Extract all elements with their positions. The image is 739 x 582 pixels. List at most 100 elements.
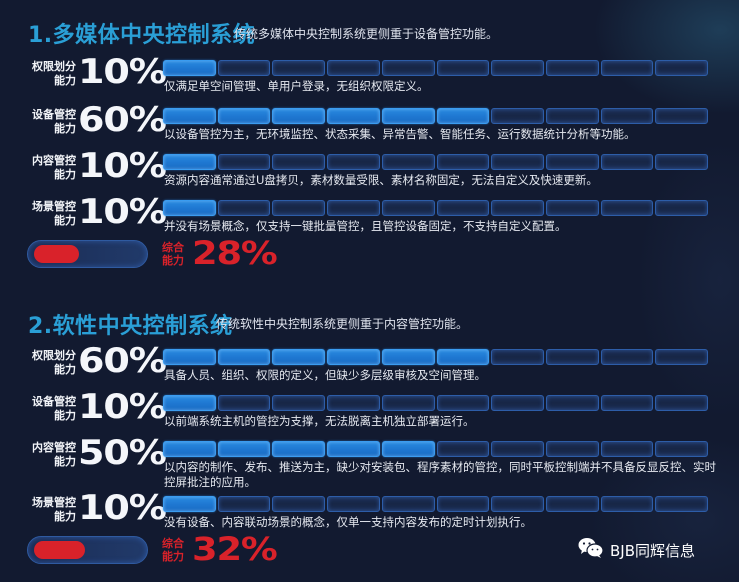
progress-segment bbox=[381, 496, 435, 512]
section-subtitle: 传统软性中央控制系统更侧重于内容管控功能。 bbox=[216, 317, 469, 331]
progress-segment bbox=[327, 441, 380, 457]
progress-segment bbox=[217, 60, 271, 76]
progress-segment bbox=[217, 496, 271, 512]
progress-segment bbox=[163, 349, 216, 365]
row-label: 场景管控 能力 bbox=[32, 200, 76, 227]
progress-segment bbox=[163, 108, 216, 124]
row-permission: 权限划分 能力 10% 仅满足单空间管理、单用户登录，无组织权限定义。 bbox=[0, 54, 739, 104]
progress-segment bbox=[217, 154, 271, 170]
progress-segment bbox=[217, 200, 271, 216]
row-label: 内容管控 能力 bbox=[32, 441, 76, 468]
progress-segment bbox=[272, 349, 326, 365]
progress-segment bbox=[163, 395, 216, 411]
row-percent: 10% bbox=[78, 52, 167, 92]
summary-bar bbox=[27, 240, 148, 268]
progress-bar bbox=[163, 441, 709, 457]
progress-segment bbox=[545, 395, 599, 411]
progress-segment bbox=[545, 441, 599, 457]
summary-label: 综合 能力 bbox=[162, 537, 184, 563]
summary-percent: 28% bbox=[192, 234, 278, 272]
progress-segment bbox=[491, 349, 544, 365]
progress-segment bbox=[655, 108, 709, 124]
progress-segment bbox=[491, 108, 544, 124]
row-percent: 60% bbox=[78, 341, 167, 381]
progress-segment bbox=[491, 395, 544, 411]
progress-segment bbox=[655, 496, 709, 512]
progress-segment bbox=[327, 108, 380, 124]
progress-segment bbox=[381, 395, 435, 411]
progress-bar bbox=[163, 349, 709, 365]
section-title: 1.多媒体中央控制系统 bbox=[28, 23, 256, 48]
watermark: BJB同辉信息 bbox=[578, 538, 695, 562]
row-content: 内容管控 能力 50% 以内容的制作、发布、推送为主，缺少对安装包、程序素材的管… bbox=[0, 435, 739, 489]
progress-segment bbox=[381, 108, 435, 124]
progress-segment bbox=[163, 60, 216, 76]
progress-bar bbox=[163, 200, 709, 216]
progress-segment bbox=[545, 200, 599, 216]
summary-row: 综合 能力 28% bbox=[0, 236, 739, 276]
wechat-icon bbox=[578, 537, 604, 563]
progress-segment bbox=[327, 154, 380, 170]
progress-segment bbox=[655, 349, 709, 365]
progress-segment bbox=[600, 200, 654, 216]
progress-segment bbox=[381, 60, 435, 76]
row-device: 设备管控 能力 60% 以设备管控为主，无环境监控、状态采集、异常告警、智能任务… bbox=[0, 102, 739, 152]
progress-segment bbox=[600, 60, 654, 76]
progress-segment bbox=[600, 108, 654, 124]
section-title: 2.软性中央控制系统 bbox=[28, 314, 233, 339]
progress-segment bbox=[381, 200, 435, 216]
progress-segment bbox=[436, 154, 490, 170]
progress-segment bbox=[217, 108, 271, 124]
progress-segment bbox=[491, 441, 544, 457]
progress-segment bbox=[272, 441, 326, 457]
summary-row: 综合 能力 32% bbox=[0, 532, 739, 572]
progress-segment bbox=[217, 395, 271, 411]
progress-segment bbox=[436, 496, 490, 512]
progress-segment bbox=[327, 496, 380, 512]
progress-bar bbox=[163, 154, 709, 170]
progress-segment bbox=[327, 200, 380, 216]
progress-segment bbox=[436, 200, 490, 216]
row-description: 以设备管控为主，无环境监控、状态采集、异常告警、智能任务、运行数据统计分析等功能… bbox=[164, 127, 636, 141]
progress-segment bbox=[272, 154, 326, 170]
progress-segment bbox=[491, 200, 544, 216]
progress-segment bbox=[163, 496, 216, 512]
summary-bar-fill bbox=[34, 245, 79, 263]
progress-segment bbox=[163, 200, 216, 216]
row-content: 内容管控 能力 10% 资源内容通常通过U盘拷贝，素材数量受限、素材名称固定，无… bbox=[0, 148, 739, 198]
progress-segment bbox=[272, 108, 326, 124]
row-description: 以前端系统主机的管控为支撑，无法脱离主机独立部署运行。 bbox=[164, 414, 475, 428]
progress-segment bbox=[381, 349, 435, 365]
progress-segment bbox=[327, 395, 380, 411]
progress-segment bbox=[217, 349, 271, 365]
progress-segment bbox=[436, 349, 490, 365]
progress-segment bbox=[381, 154, 435, 170]
progress-segment bbox=[600, 496, 654, 512]
progress-segment bbox=[163, 441, 216, 457]
summary-bar-fill bbox=[34, 541, 85, 559]
progress-segment bbox=[655, 441, 709, 457]
progress-segment bbox=[491, 496, 544, 512]
row-description: 并没有场景概念，仅支持一键批量管控，且管控设备固定，不支持自定义配置。 bbox=[164, 219, 567, 233]
progress-segment bbox=[381, 441, 435, 457]
row-label: 权限划分 能力 bbox=[32, 60, 76, 87]
progress-segment bbox=[436, 108, 490, 124]
row-label: 权限划分 能力 bbox=[32, 349, 76, 376]
row-label: 设备管控 能力 bbox=[32, 108, 76, 135]
progress-segment bbox=[436, 441, 490, 457]
progress-segment bbox=[655, 154, 709, 170]
progress-bar bbox=[163, 395, 709, 411]
row-description: 资源内容通常通过U盘拷贝，素材数量受限、素材名称固定，无法自定义及快速更新。 bbox=[164, 173, 598, 187]
progress-segment bbox=[272, 60, 326, 76]
progress-segment bbox=[436, 60, 490, 76]
progress-segment bbox=[600, 349, 654, 365]
row-device: 设备管控 能力 10% 以前端系统主机的管控为支撑，无法脱离主机独立部署运行。 bbox=[0, 389, 739, 439]
progress-bar bbox=[163, 60, 709, 76]
summary-label: 综合 能力 bbox=[162, 241, 184, 267]
row-label: 设备管控 能力 bbox=[32, 395, 76, 422]
progress-segment bbox=[436, 395, 490, 411]
row-label: 内容管控 能力 bbox=[32, 154, 76, 181]
progress-segment bbox=[272, 395, 326, 411]
progress-segment bbox=[545, 349, 599, 365]
progress-segment bbox=[545, 496, 599, 512]
